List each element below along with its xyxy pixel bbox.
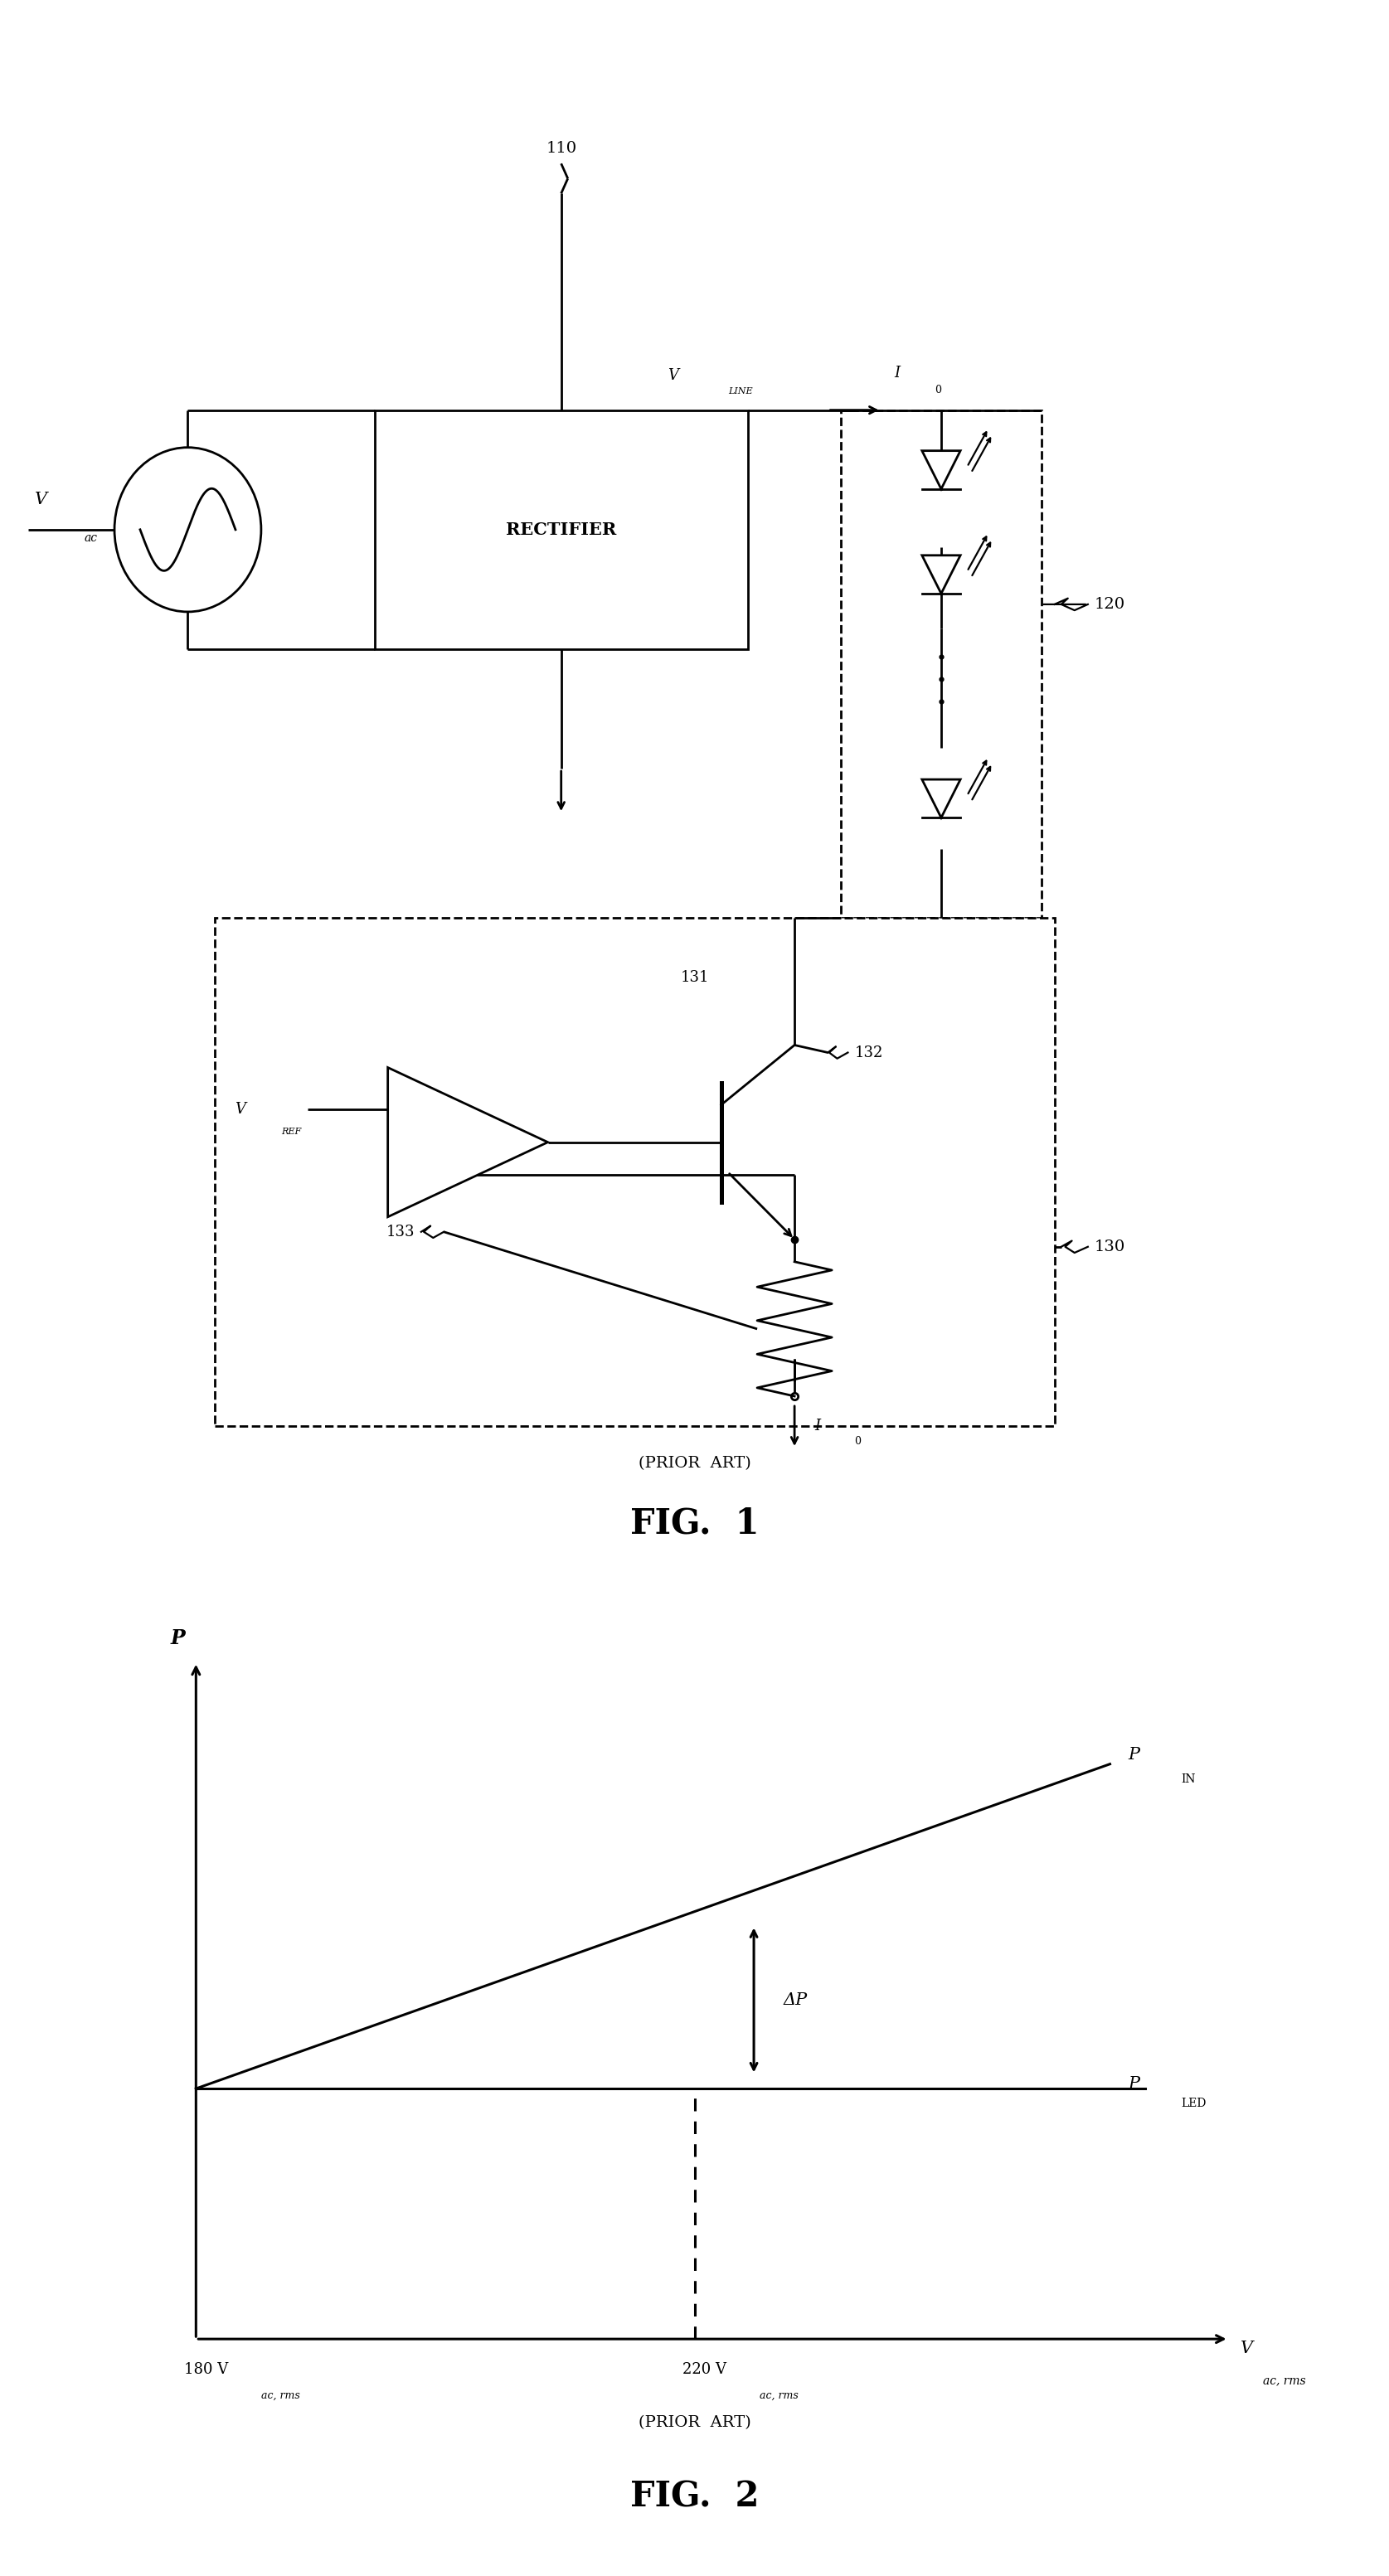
Text: V: V [1240, 2342, 1253, 2357]
Text: (PRIOR  ART): (PRIOR ART) [638, 1455, 751, 1471]
Text: ac, rms: ac, rms [760, 2391, 799, 2401]
Text: ac, rms: ac, rms [1263, 2375, 1306, 2385]
Text: ac: ac [83, 533, 97, 544]
Polygon shape [922, 781, 960, 817]
Text: 131: 131 [681, 971, 708, 984]
Text: LINE: LINE [728, 386, 753, 394]
Text: I: I [895, 366, 900, 381]
Text: 0: 0 [935, 384, 942, 394]
Polygon shape [922, 451, 960, 489]
Text: REF: REF [281, 1128, 301, 1136]
Text: +: + [417, 1103, 429, 1115]
Text: 220 V: 220 V [682, 2362, 726, 2378]
Text: FIG.  2: FIG. 2 [631, 2478, 758, 2514]
Text: 0: 0 [854, 1435, 861, 1445]
Text: P: P [1128, 1747, 1139, 1762]
Text: 130: 130 [1095, 1239, 1125, 1255]
Text: ac, rms: ac, rms [261, 2391, 300, 2401]
Text: 132: 132 [854, 1046, 883, 1059]
Polygon shape [388, 1066, 547, 1216]
Text: LED: LED [1181, 2097, 1206, 2110]
Bar [842, 410, 1042, 917]
Bar [214, 917, 1054, 1427]
Text: IN: IN [1181, 1772, 1196, 1785]
Text: FIG.  1: FIG. 1 [631, 1507, 758, 1540]
Text: V: V [668, 368, 679, 384]
Text: 110: 110 [546, 142, 576, 157]
Text: ΔP: ΔP [783, 1991, 807, 2007]
Text: 133: 133 [386, 1224, 414, 1239]
Text: 120: 120 [1095, 598, 1125, 611]
Text: (PRIOR  ART): (PRIOR ART) [638, 2416, 751, 2429]
Text: −: − [417, 1167, 429, 1182]
Text: P: P [1128, 2076, 1139, 2092]
Polygon shape [922, 556, 960, 592]
Bar [375, 410, 747, 649]
Text: RECTIFIER: RECTIFIER [506, 520, 617, 538]
Text: V: V [35, 492, 47, 507]
Text: 180 V: 180 V [185, 2362, 228, 2378]
Text: P: P [171, 1628, 186, 1649]
Text: I: I [814, 1419, 821, 1432]
Text: V: V [235, 1103, 246, 1118]
